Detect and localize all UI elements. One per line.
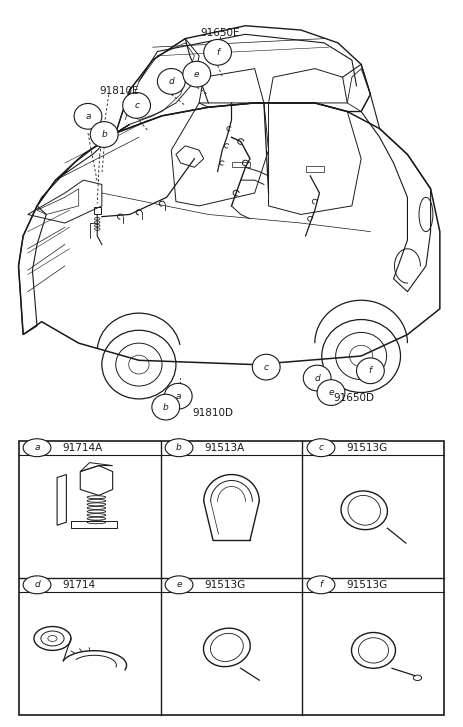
Circle shape [183, 61, 211, 87]
Text: 91513A: 91513A [205, 443, 245, 453]
Circle shape [157, 68, 185, 95]
Text: d: d [169, 77, 174, 86]
Circle shape [317, 379, 345, 406]
Text: a: a [85, 112, 91, 121]
Circle shape [164, 383, 192, 409]
Text: 91810E: 91810E [100, 86, 139, 96]
Text: b: b [176, 443, 182, 452]
Text: f: f [319, 580, 323, 590]
Circle shape [90, 121, 118, 148]
Text: e: e [194, 70, 200, 79]
Bar [94, 206, 101, 214]
Text: e: e [176, 580, 182, 590]
Circle shape [303, 365, 331, 391]
Bar [232, 162, 250, 167]
Circle shape [252, 354, 280, 380]
Circle shape [357, 358, 384, 384]
Text: a: a [34, 443, 40, 452]
Circle shape [307, 439, 335, 457]
Text: d: d [314, 374, 320, 382]
Text: 91513G: 91513G [346, 580, 388, 590]
Text: f: f [216, 48, 219, 57]
Circle shape [307, 576, 335, 594]
Text: e: e [328, 388, 334, 397]
Circle shape [165, 576, 193, 594]
Text: 91513G: 91513G [205, 580, 246, 590]
Text: b: b [163, 403, 169, 411]
Text: c: c [264, 363, 269, 371]
Text: 91810D: 91810D [192, 408, 233, 418]
Text: b: b [101, 130, 107, 139]
Text: 91513G: 91513G [346, 443, 388, 453]
Circle shape [123, 92, 150, 119]
Text: 91650D: 91650D [333, 393, 375, 403]
Text: 91714A: 91714A [63, 443, 103, 453]
Bar [306, 166, 324, 172]
Text: c: c [319, 443, 324, 452]
Text: 91650E: 91650E [200, 28, 240, 38]
Circle shape [152, 394, 180, 420]
Text: d: d [34, 580, 40, 590]
Circle shape [165, 439, 193, 457]
Circle shape [204, 39, 232, 65]
Text: c: c [134, 101, 139, 110]
Circle shape [23, 576, 51, 594]
Circle shape [74, 103, 102, 129]
Text: 91714: 91714 [63, 580, 96, 590]
Circle shape [23, 439, 51, 457]
Text: f: f [369, 366, 372, 375]
Text: a: a [175, 392, 181, 401]
